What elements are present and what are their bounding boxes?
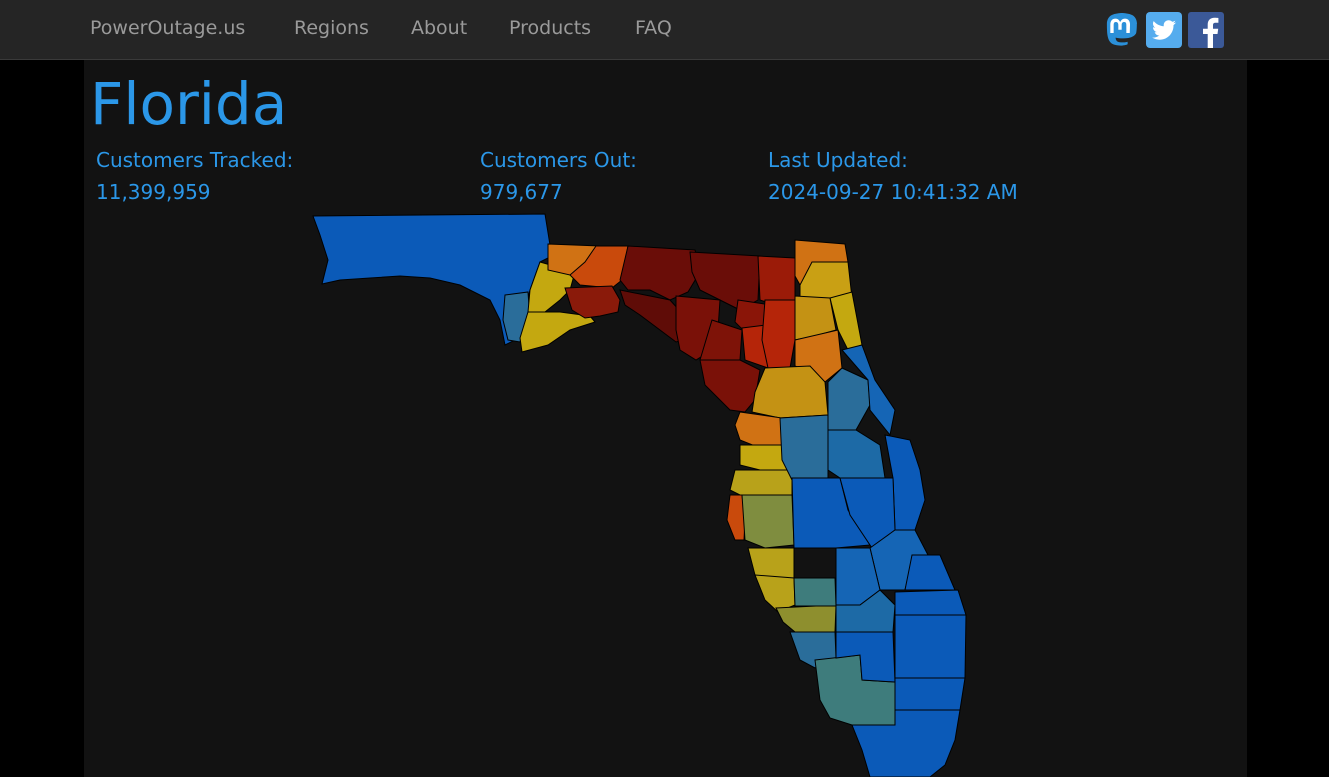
customers-out-value: 979,677 — [480, 180, 563, 204]
customers-out-label: Customers Out: — [480, 148, 637, 172]
county-region[interactable] — [779, 414, 829, 481]
nav-link-regions[interactable]: Regions — [294, 17, 369, 39]
main-content: Florida Customers Tracked: 11,399,959 Cu… — [84, 60, 1247, 777]
county-region[interactable] — [761, 299, 796, 369]
top-navbar: PowerOutage.us Regions About Products FA… — [0, 0, 1329, 60]
customers-tracked-label: Customers Tracked: — [96, 148, 294, 172]
county-region[interactable] — [519, 311, 596, 353]
county-region[interactable] — [894, 677, 966, 711]
customers-tracked-value: 11,399,959 — [96, 180, 211, 204]
county-region[interactable] — [754, 574, 796, 613]
county-region[interactable] — [751, 365, 829, 419]
county-region[interactable] — [793, 577, 837, 607]
nav-link-about[interactable]: About — [411, 17, 468, 39]
county-region[interactable] — [312, 213, 551, 346]
last-updated-value: 2024-09-27 10:41:32 AM — [768, 180, 1018, 204]
county-region[interactable] — [835, 631, 896, 683]
county-region[interactable] — [841, 344, 896, 437]
county-region[interactable] — [894, 589, 967, 616]
twitter-icon[interactable] — [1146, 12, 1182, 48]
florida-outage-map[interactable] — [84, 60, 1247, 777]
county-region[interactable] — [851, 709, 961, 777]
county-region[interactable] — [741, 494, 795, 549]
county-region[interactable] — [739, 444, 789, 471]
county-region[interactable] — [827, 367, 871, 431]
nav-link-faq[interactable]: FAQ — [635, 17, 672, 39]
county-region[interactable] — [904, 554, 956, 591]
county-region[interactable] — [564, 285, 621, 319]
county-region[interactable] — [757, 255, 796, 307]
county-region[interactable] — [734, 411, 783, 449]
county-region[interactable] — [699, 359, 761, 413]
county-region[interactable] — [827, 429, 886, 479]
nav-link-products[interactable]: Products — [509, 17, 592, 39]
county-region[interactable] — [775, 604, 837, 633]
county-region[interactable] — [894, 614, 967, 679]
brand-link[interactable]: PowerOutage.us — [90, 17, 246, 39]
last-updated-label: Last Updated: — [768, 148, 908, 172]
mastodon-icon[interactable] — [1104, 12, 1140, 48]
page-title: Florida — [90, 70, 288, 138]
county-region[interactable] — [729, 469, 793, 496]
facebook-icon[interactable] — [1188, 12, 1224, 48]
